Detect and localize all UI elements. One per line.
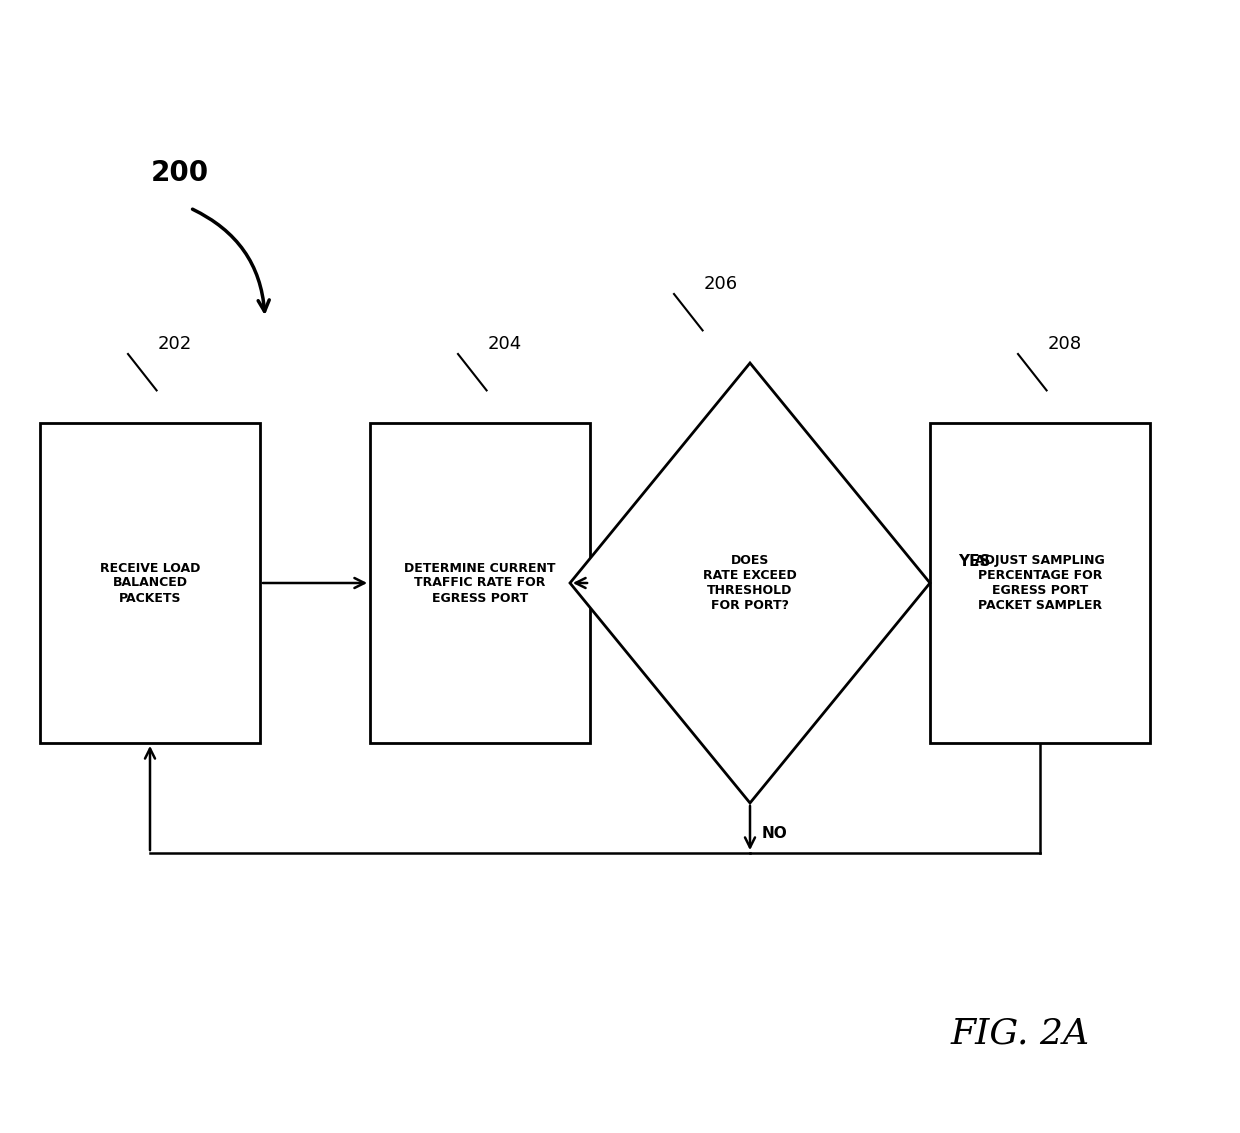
Text: FIG. 2A: FIG. 2A bbox=[950, 1016, 1090, 1050]
Text: YES: YES bbox=[959, 554, 991, 569]
Text: NO: NO bbox=[763, 826, 787, 841]
Polygon shape bbox=[570, 363, 930, 803]
Text: 206: 206 bbox=[704, 275, 738, 293]
Text: 208: 208 bbox=[1048, 335, 1083, 353]
Text: 202: 202 bbox=[157, 335, 192, 353]
Text: ADJUST SAMPLING
PERCENTAGE FOR
EGRESS PORT
PACKET SAMPLER: ADJUST SAMPLING PERCENTAGE FOR EGRESS PO… bbox=[975, 554, 1105, 612]
Bar bbox=[40, 423, 260, 743]
Text: RECEIVE LOAD
BALANCED
PACKETS: RECEIVE LOAD BALANCED PACKETS bbox=[99, 562, 200, 605]
Text: 204: 204 bbox=[489, 335, 522, 353]
Bar bbox=[370, 423, 590, 743]
Text: 200: 200 bbox=[151, 159, 210, 187]
Text: DOES
RATE EXCEED
THRESHOLD
FOR PORT?: DOES RATE EXCEED THRESHOLD FOR PORT? bbox=[703, 554, 797, 612]
Text: DETERMINE CURRENT
TRAFFIC RATE FOR
EGRESS PORT: DETERMINE CURRENT TRAFFIC RATE FOR EGRES… bbox=[404, 562, 556, 605]
Bar bbox=[930, 423, 1149, 743]
